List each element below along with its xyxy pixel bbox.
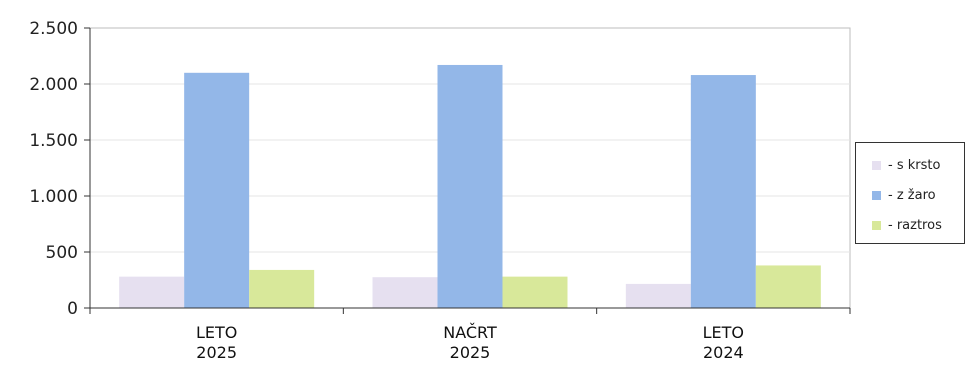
- x-tick-label-line1: LETO: [196, 323, 237, 342]
- x-tick-label-line1: LETO: [703, 323, 744, 342]
- y-tick-label: 2.000: [29, 75, 78, 95]
- legend-item-z-zaro: - z žaro: [872, 185, 936, 205]
- bar-1-3: [625, 283, 691, 308]
- legend-swatch-s-krsto: [872, 160, 881, 170]
- y-tick-label: 0: [67, 299, 78, 319]
- legend-label-raztros: - raztros: [888, 217, 942, 233]
- legend: - s krsto - z žaro - raztros: [855, 142, 965, 244]
- x-tick-label-line2: 2025: [450, 343, 491, 362]
- bars: [119, 64, 821, 309]
- legend-item-s-krsto: - s krsto: [872, 155, 940, 175]
- bar-1-2: [372, 277, 438, 308]
- y-tick-label: 1.500: [29, 131, 78, 151]
- x-tick-label-line2: 2024: [703, 343, 744, 362]
- y-tick-label: 2.500: [29, 19, 78, 39]
- x-tick-label: LETO 2025: [196, 323, 237, 362]
- y-tick-label: 500: [46, 243, 78, 263]
- x-tick-label-line2: 2025: [196, 343, 237, 362]
- legend-label-z-zaro: - z žaro: [888, 187, 936, 203]
- legend-swatch-raztros: [872, 220, 881, 230]
- bar-1-1: [119, 276, 185, 308]
- axes: [84, 27, 851, 314]
- bar-2-2: [437, 64, 503, 309]
- bar-2-1: [184, 72, 250, 308]
- bar-3-2: [502, 276, 568, 308]
- x-tick-label: NAČRT 2025: [443, 323, 497, 362]
- bar-3-3: [755, 265, 821, 308]
- y-tick-labels: 0 500 1.000 1.500 2.000 2.500: [29, 19, 78, 319]
- x-tick-label: LETO 2024: [703, 323, 744, 362]
- x-tick-label-line1: NAČRT: [443, 323, 497, 342]
- y-tick-label: 1.000: [29, 187, 78, 207]
- legend-label-s-krsto: - s krsto: [888, 157, 941, 173]
- bar-2-3: [690, 75, 756, 308]
- bar-3-1: [249, 269, 315, 308]
- legend-item-raztros: - raztros: [872, 215, 942, 235]
- legend-swatch-z-zaro: [872, 190, 881, 200]
